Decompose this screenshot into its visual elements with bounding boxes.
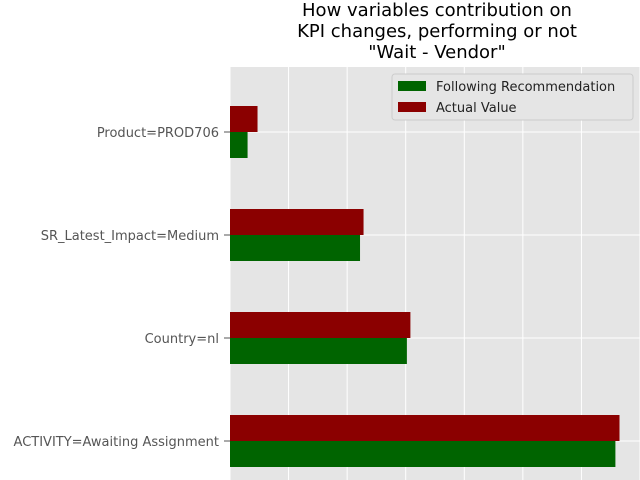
- bar-following-recommendation: [230, 441, 616, 467]
- y-tick-label: Country=nl: [145, 332, 219, 347]
- legend: Following Recommendation Actual Value: [391, 73, 634, 121]
- bar-following-recommendation: [230, 132, 248, 158]
- y-tick-label: Product=PROD706: [97, 126, 219, 141]
- bar-actual-value: [230, 209, 364, 235]
- legend-label-following: Following Recommendation: [436, 80, 615, 95]
- bar-actual-value: [230, 106, 258, 132]
- legend-box: [391, 73, 634, 121]
- y-tick-labels: Product=PROD706 SR_Latest_Impact=Medium Co…: [14, 126, 230, 450]
- bar-following-recommendation: [230, 338, 407, 364]
- bar-actual-value: [230, 312, 411, 338]
- title-line-3: "Wait - Vendor": [368, 42, 505, 63]
- y-tick-label: ACTIVITY=Awaiting Assignment: [14, 435, 219, 450]
- bar-actual-value: [230, 415, 620, 441]
- legend-swatch-actual: [398, 102, 426, 112]
- legend-label-actual: Actual Value: [436, 101, 517, 116]
- legend-swatch-following: [398, 81, 426, 91]
- y-tick-label: SR_Latest_Impact=Medium: [41, 229, 219, 244]
- title-line-1: How variables contribution on: [302, 0, 572, 21]
- title-line-2: KPI changes, performing or not: [297, 21, 577, 42]
- bars: [230, 106, 620, 467]
- bar-following-recommendation: [230, 235, 361, 261]
- plot-area: [230, 67, 640, 480]
- chart-title: How variables contribution on KPI change…: [297, 0, 577, 63]
